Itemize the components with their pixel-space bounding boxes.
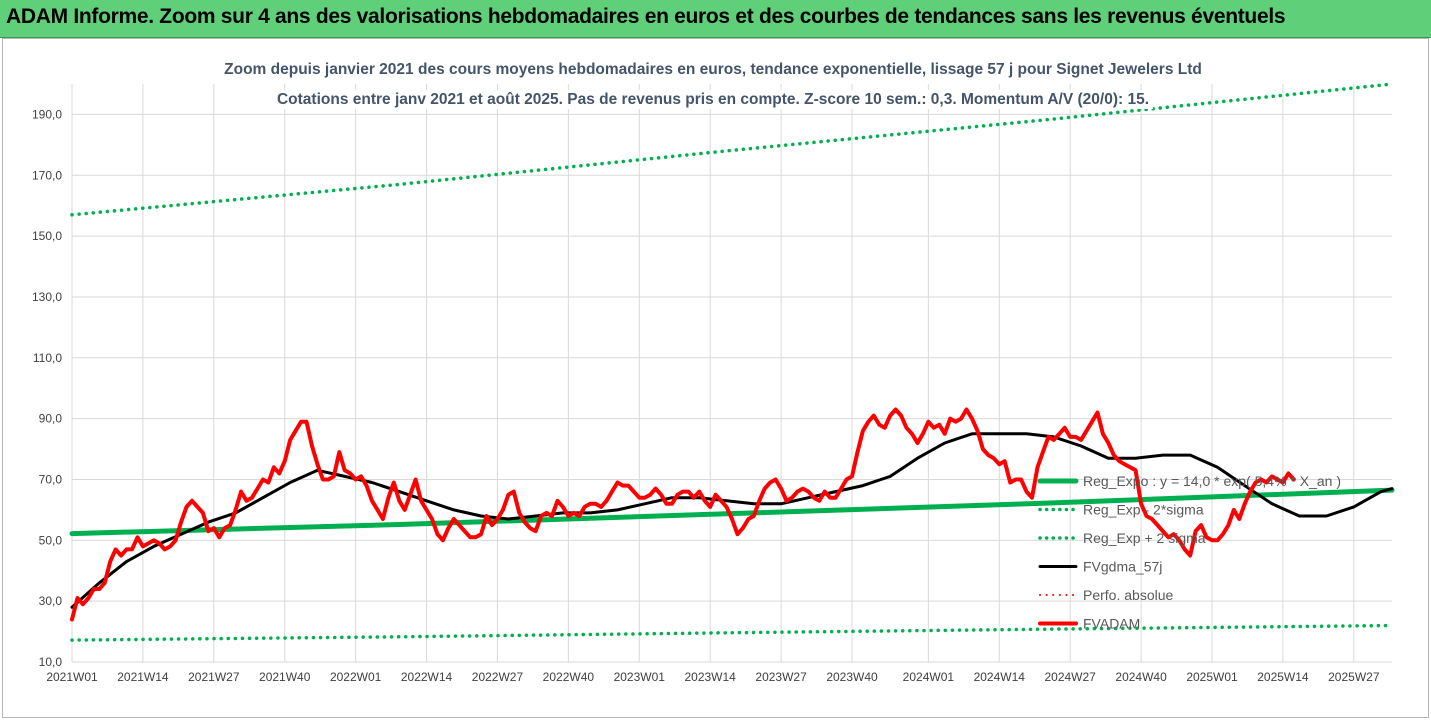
x-tick-label: 2024W01: [903, 670, 955, 684]
x-tick-label: 2025W14: [1257, 670, 1309, 684]
series-line-0: [69, 487, 1395, 537]
x-tick-label: 2022W01: [330, 670, 382, 684]
x-tick-label: 2025W27: [1328, 670, 1380, 684]
x-tick-label: 2024W14: [974, 670, 1026, 684]
legend-label: FVADAM: [1083, 616, 1140, 632]
x-tick-label: 2024W27: [1044, 670, 1096, 684]
y-tick-label: 130,0: [32, 290, 62, 304]
x-tick-label: 2023W40: [826, 670, 878, 684]
y-tick-label: 170,0: [32, 168, 62, 182]
x-tick-label: 2025W01: [1186, 670, 1238, 684]
x-tick-label: 2023W27: [755, 670, 807, 684]
chart-subtitle-background: [272, 90, 1154, 109]
series-line-1: [70, 623, 1394, 642]
chart-subtitle: Cotations entre janv 2021 et août 2025. …: [277, 91, 1149, 108]
y-tick-label: 190,0: [32, 107, 62, 121]
x-tick-label: 2024W40: [1115, 670, 1167, 684]
x-tick-label: 2021W01: [46, 670, 98, 684]
chart-title: Zoom depuis janvier 2021 des cours moyen…: [224, 61, 1202, 78]
series-line-5: [70, 407, 1296, 622]
series-lines: [69, 82, 1395, 642]
legend-label: Perfo. absolue: [1083, 587, 1173, 603]
x-tick-label: 2021W27: [188, 670, 240, 684]
gridlines: [71, 84, 1392, 663]
y-tick-label: 150,0: [32, 229, 62, 243]
legend: Reg_Expo : y = 14,0 * exp( 5,4% * X_an )…: [1037, 473, 1341, 632]
x-tick-label: 2021W14: [117, 670, 169, 684]
y-tick-label: 10,0: [39, 655, 63, 669]
report-banner: ADAM Informe. Zoom sur 4 ans des valoris…: [0, 0, 1431, 38]
y-tick-label: 50,0: [39, 533, 63, 547]
legend-label: Reg_Expo : y = 14,0 * exp( 5,4% * X_an ): [1083, 473, 1341, 489]
y-tick-label: 90,0: [39, 412, 63, 426]
chart-title-background: [220, 60, 1206, 79]
legend-label: FVgdma_57j: [1083, 559, 1162, 575]
y-tick-label: 70,0: [39, 472, 63, 486]
y-axis-ticks: 10,0 30,0 50,0 70,0 90,0 110,0 130,0 150,0 170,0…: [32, 107, 62, 669]
x-tick-label: 2023W14: [684, 670, 736, 684]
chart-frame: [2, 38, 1429, 718]
x-tick-label: 2021W40: [259, 670, 311, 684]
series-line-2: [70, 82, 1394, 217]
report-title: ADAM Informe. Zoom sur 4 ans des valoris…: [6, 5, 1286, 28]
x-axis-ticks: 2021W01 2021W14 2021W27 2021W40 2022W01 2022W…: [46, 670, 1380, 684]
x-tick-label: 2022W40: [543, 670, 595, 684]
legend-label: Reg_Exp + 2 sigma: [1083, 530, 1206, 546]
x-tick-label: 2023W01: [614, 670, 666, 684]
x-tick-label: 2022W27: [472, 670, 524, 684]
y-tick-label: 110,0: [33, 351, 62, 365]
x-tick-label: 2022W14: [401, 670, 453, 684]
series-line-3: [70, 432, 1394, 609]
y-tick-label: 30,0: [39, 594, 63, 608]
legend-label: Reg_Exp - 2*sigma: [1083, 502, 1204, 518]
